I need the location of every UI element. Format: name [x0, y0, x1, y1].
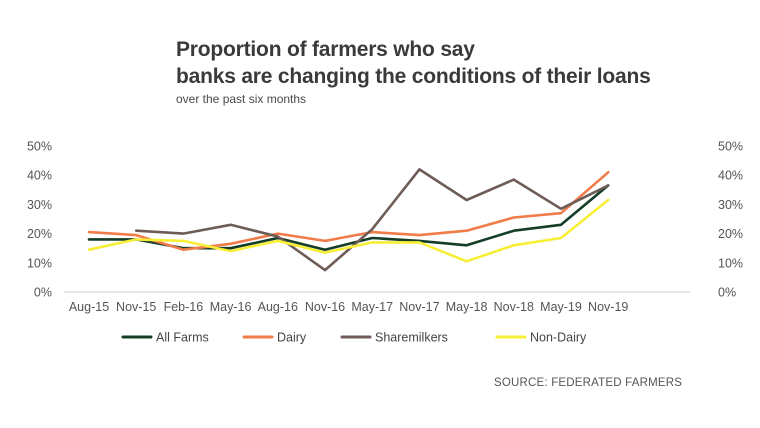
chart-title: Proportion of farmers who say banks are …	[176, 36, 651, 90]
x-tick-label: May-18	[446, 300, 488, 314]
chart-title-line-1: Proportion of farmers who say	[176, 38, 475, 61]
x-tick-label: Nov-17	[399, 300, 439, 314]
y-tick-label-right: 0%	[718, 286, 736, 300]
legend-label: Sharemilkers	[375, 331, 448, 345]
y-tick-label-right: 40%	[718, 169, 743, 183]
series-line-sharemilkers	[134, 168, 610, 272]
y-tick-label-right: 20%	[718, 227, 743, 241]
source-note: SOURCE: FEDERATED FARMERS	[494, 377, 683, 389]
y-tick-label-right: 10%	[718, 256, 743, 270]
y-tick-label-left: 20%	[27, 227, 52, 241]
x-tick-label: May-16	[210, 300, 252, 314]
y-tick-label-left: 30%	[27, 198, 52, 212]
legend-label: Dairy	[277, 331, 307, 345]
series-line-non-dairy	[87, 198, 610, 263]
legend-item: Non-Dairy	[495, 331, 587, 345]
legend-item: All Farms	[121, 331, 209, 345]
legend-item: Dairy	[242, 331, 307, 345]
x-tick-label: Nov-19	[588, 300, 628, 314]
legend-label: Non-Dairy	[530, 331, 587, 345]
x-tick-label: Nov-16	[305, 300, 345, 314]
y-tick-label-left: 40%	[27, 169, 52, 183]
x-tick-label: May-17	[351, 300, 393, 314]
x-tick-label: Feb-16	[164, 300, 204, 314]
x-tick-label: May-19	[540, 300, 582, 314]
y-tick-label-right: 50%	[718, 140, 743, 154]
x-tick-label: Nov-15	[116, 300, 156, 314]
y-tick-label-left: 10%	[27, 256, 52, 270]
chart-subtitle: over the past six months	[176, 92, 307, 106]
chart-title-line-2: banks are changing the conditions of the…	[176, 65, 651, 88]
series-layer	[87, 168, 610, 272]
legend: All Farms Dairy Sharemilkers Non-Dairy	[121, 331, 587, 345]
x-tick-label: Aug-15	[69, 300, 109, 314]
x-tick-label: Aug-16	[258, 300, 298, 314]
y-tick-label-left: 0%	[34, 286, 52, 300]
y-tick-label-left: 50%	[27, 140, 52, 154]
axis-layer: 0% 0% 10% 10% 20% 20% 30% 30% 40% 40% 50% 50% Aug-15…	[27, 140, 743, 315]
series-line-dairy	[87, 171, 610, 251]
legend-item: Sharemilkers	[340, 331, 448, 345]
y-tick-label-right: 30%	[718, 198, 743, 212]
x-tick-label: Nov-18	[494, 300, 534, 314]
legend-label: All Farms	[156, 331, 209, 345]
